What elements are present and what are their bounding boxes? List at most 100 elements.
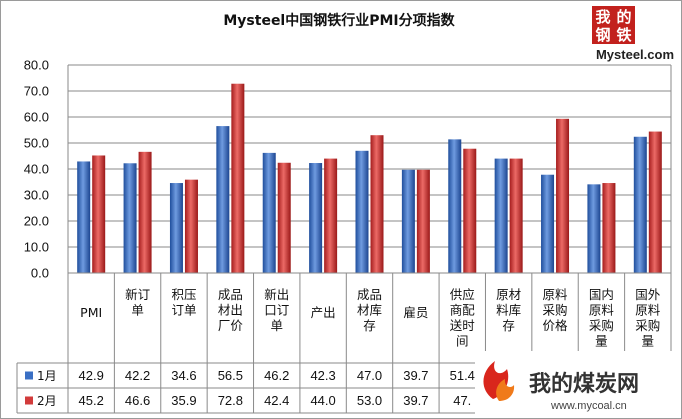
bar-series-2 (463, 148, 477, 273)
category-label: 单 (270, 318, 283, 333)
bar-series-1 (169, 183, 183, 273)
data-label: 47. (453, 393, 471, 408)
bar-series-2 (556, 118, 570, 273)
data-label: 47.0 (357, 368, 382, 383)
y-tick-label: 60.0 (24, 110, 49, 125)
data-label: 35.9 (171, 393, 196, 408)
watermark-backdrop (475, 351, 675, 415)
bar-series-1 (355, 150, 369, 273)
bar-series-2 (648, 131, 662, 273)
logo-char: 的 (616, 8, 631, 26)
bars (77, 83, 662, 273)
watermark-url: www.mycoal.cn (550, 400, 627, 412)
y-tick-label: 50.0 (24, 136, 49, 151)
bar-series-2 (277, 162, 291, 273)
y-tick-label: 40.0 (24, 162, 49, 177)
category-label: 成品 (357, 287, 382, 302)
category-label: 存 (363, 318, 376, 333)
data-label: 42.2 (125, 368, 150, 383)
legend-label: 2月 (37, 394, 57, 408)
category-label: 国内 (589, 287, 614, 302)
flame-icon (496, 379, 515, 401)
bar-series-2 (184, 179, 198, 273)
category-label: 商配 (450, 303, 476, 318)
data-label: 46.6 (125, 393, 150, 408)
data-label: 42.4 (264, 393, 289, 408)
data-label: 39.7 (403, 368, 428, 383)
category-label: 口订 (264, 303, 289, 318)
category-label: 原料 (635, 303, 661, 318)
data-label: 42.9 (79, 368, 104, 383)
category-label: 积压 (171, 287, 196, 302)
logo-char: 铁 (616, 26, 631, 44)
chart-title: Mysteel中国钢铁行业PMI分项指数 (223, 12, 455, 29)
data-label: 42.3 (310, 368, 335, 383)
bar-series-2 (231, 83, 245, 273)
logo-char: 钢 (595, 26, 610, 44)
bar-series-1 (541, 174, 555, 273)
bar-series-1 (494, 158, 508, 273)
bar-series-1 (309, 163, 323, 273)
bar-series-1 (633, 136, 647, 273)
bar-series-1 (448, 139, 462, 273)
category-label: 成品 (218, 287, 243, 302)
bar-series-2 (138, 151, 152, 273)
bar-series-1 (123, 163, 137, 273)
y-tick-label: 10.0 (24, 240, 49, 255)
data-label: 44.0 (310, 393, 335, 408)
y-tick-label: 0.0 (31, 266, 49, 281)
y-tick-label: 20.0 (24, 214, 49, 229)
category-label: 单 (131, 303, 144, 318)
data-label: 46.2 (264, 368, 289, 383)
category-label: 新出 (264, 287, 289, 302)
bar-series-1 (262, 152, 276, 273)
category-label: 采购 (635, 318, 660, 333)
category-label: 原料 (589, 303, 615, 318)
category-label: 存 (502, 318, 515, 333)
logo-char: 我 (595, 8, 610, 26)
data-label: 56.5 (218, 368, 243, 383)
data-label: 39.7 (403, 393, 428, 408)
category-label: 国外 (635, 287, 661, 302)
y-axis-ticks: 0.0 10.0 20.0 30.0 40.0 50.0 60.0 70.0 80.0 (24, 58, 49, 281)
bar-series-2 (370, 135, 384, 273)
legend-label: 1月 (37, 369, 57, 383)
category-label: 料库 (496, 303, 521, 318)
category-label: 产出 (311, 305, 336, 320)
data-label: 45.2 (79, 393, 104, 408)
mycoal-watermark: 我的煤炭网 www.mycoal.cn (475, 351, 675, 415)
logo-text: Mysteel.com (596, 47, 674, 62)
category-label: 采购 (543, 303, 568, 318)
category-label: 采购 (589, 318, 614, 333)
legend-swatch (25, 396, 33, 405)
category-label: 间 (456, 334, 469, 349)
category-label: 价格 (543, 318, 569, 333)
category-label: 供应 (450, 287, 475, 302)
category-label: 材库 (357, 303, 382, 318)
bar-series-2 (602, 183, 616, 273)
data-table: PMI新订单积压订单成品材出厂价新出口订单产出成品材库存雇员供应商配送时间原材料… (16, 65, 672, 414)
bar-series-2 (324, 158, 338, 273)
grid-lines (67, 64, 671, 274)
bar-series-2 (416, 169, 430, 273)
y-tick-label: 30.0 (24, 188, 49, 203)
category-label: 雇员 (403, 305, 428, 320)
data-label: 53.0 (357, 393, 382, 408)
bar-series-1 (587, 184, 601, 273)
category-label: 厂价 (218, 318, 244, 333)
bar-series-1 (401, 169, 415, 273)
category-label: PMI (80, 305, 102, 320)
bar-series-1 (77, 161, 91, 273)
y-tick-label: 70.0 (24, 84, 49, 99)
mysteel-logo: 我 的 钢 铁 Mysteel.com (592, 6, 674, 62)
data-label: 72.8 (218, 393, 243, 408)
category-label: 新订 (125, 287, 150, 302)
watermark-text: 我的煤炭网 (529, 371, 639, 397)
category-label: 材出 (218, 303, 243, 318)
bar-series-1 (216, 126, 230, 273)
data-label: 51.4 (450, 368, 475, 383)
category-label: 原料 (543, 287, 569, 302)
category-label: 量 (642, 334, 655, 349)
bar-series-2 (509, 158, 523, 273)
